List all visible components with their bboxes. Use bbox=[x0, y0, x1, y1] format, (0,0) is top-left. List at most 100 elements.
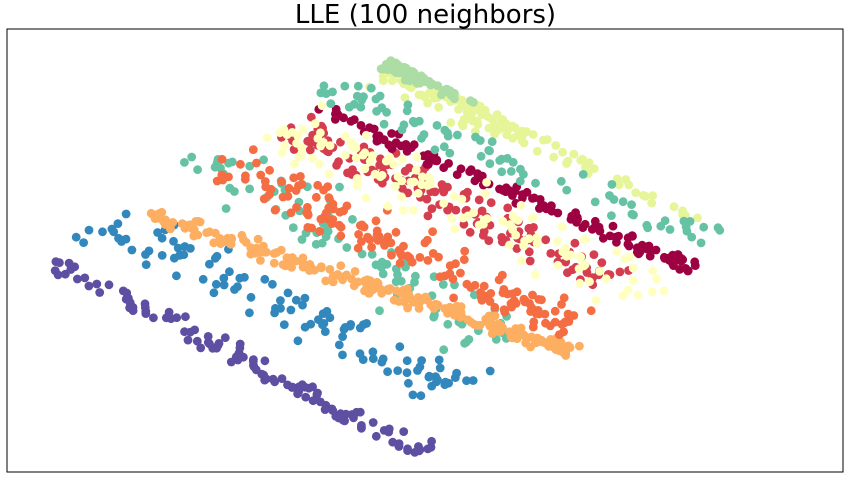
scatter-point-blue-184 bbox=[402, 356, 412, 366]
scatter-point-pale-yellow-1084 bbox=[316, 141, 325, 151]
scatter-point-dark-purple-117 bbox=[394, 442, 404, 451]
scatter-point-dark-purple-96 bbox=[316, 397, 325, 407]
scatter-point-dark-purple-51 bbox=[233, 355, 243, 365]
scatter-point-pale-yellow-1076 bbox=[352, 174, 362, 183]
scatter-point-red-818 bbox=[437, 180, 447, 189]
scatter-point-pale-yellow-1059 bbox=[532, 239, 542, 248]
scatter-point-pale-yellow-992 bbox=[516, 200, 526, 210]
scatter-point-teal-upper-1365 bbox=[471, 132, 480, 142]
scatter-point-orange-652 bbox=[296, 172, 305, 181]
scatter-point-orange-674 bbox=[563, 309, 573, 319]
scatter-point-teal-301 bbox=[245, 184, 255, 194]
scatter-point-dark-purple-21 bbox=[181, 312, 190, 322]
scatter-point-light-orange-469 bbox=[278, 260, 288, 269]
scatter-point-crimson-933 bbox=[406, 143, 416, 153]
scatter-point-crimson-925 bbox=[690, 257, 700, 267]
scatter-point-pale-yellow-1103 bbox=[279, 125, 289, 135]
scatter-point-red-718 bbox=[524, 247, 534, 257]
scatter-point-dark-purple-69 bbox=[249, 362, 259, 372]
scatter-point-blue-226 bbox=[180, 242, 190, 251]
scatter-point-orange-672 bbox=[292, 202, 301, 212]
scatter-point-light-orange-508 bbox=[227, 234, 237, 244]
scatter-point-dark-purple-91 bbox=[277, 374, 287, 383]
scatter-point-pale-yellow-1027 bbox=[623, 285, 633, 295]
scatter-point-teal-300 bbox=[297, 235, 307, 244]
scatter-point-orange-687 bbox=[490, 302, 500, 312]
scatter-point-blue-123 bbox=[338, 350, 347, 360]
scatter-point-red-774 bbox=[397, 183, 407, 193]
scatter-point-pale-yellow-1106 bbox=[383, 201, 393, 211]
scatter-point-teal-282 bbox=[375, 306, 384, 316]
scatter-point-teal-upper-1384 bbox=[506, 167, 516, 176]
scatter-point-red-806 bbox=[589, 250, 599, 259]
scatter-point-light-orange-513 bbox=[556, 338, 566, 348]
scatter-point-orange-634 bbox=[540, 309, 550, 319]
scatter-point-dark-purple-105 bbox=[410, 448, 420, 457]
scatter-point-orange-569 bbox=[479, 281, 489, 291]
scatter-point-yellow-green-1173 bbox=[454, 105, 463, 114]
scatter-point-dark-purple-118 bbox=[64, 258, 74, 268]
scatter-point-teal-upper-1411 bbox=[399, 120, 409, 130]
scatter-point-teal-upper-1406 bbox=[497, 154, 506, 164]
scatter-point-light-orange-523 bbox=[259, 241, 268, 251]
scatter-point-light-orange-520 bbox=[521, 338, 531, 348]
scatter-point-orange-563 bbox=[324, 193, 334, 203]
scatter-point-teal-270 bbox=[396, 276, 406, 286]
scatter-point-pale-yellow-1032 bbox=[529, 212, 538, 222]
scatter-point-blue-206 bbox=[383, 367, 392, 376]
scatter-point-orange-626 bbox=[533, 306, 543, 315]
scatter-point-blue-178 bbox=[219, 273, 229, 283]
scatter-point-dark-purple-11 bbox=[149, 313, 158, 323]
scatter-point-yellow-green-1223 bbox=[472, 116, 482, 126]
scatter-point-teal-254 bbox=[438, 280, 448, 289]
scatter-point-light-orange-525 bbox=[372, 277, 382, 287]
scatter-point-teal-288 bbox=[321, 228, 331, 238]
scatter-point-red-812 bbox=[451, 205, 461, 215]
scatter-point-pale-yellow-1101 bbox=[393, 172, 403, 182]
scatter-point-teal-upper-1382 bbox=[578, 170, 588, 179]
scatter-point-green-1334 bbox=[392, 59, 402, 69]
scatter-point-green-1331 bbox=[441, 86, 450, 96]
scatter-point-teal-277 bbox=[230, 187, 239, 196]
scatter-point-yellow-green-1208 bbox=[581, 162, 590, 172]
scatter-point-orange-594 bbox=[313, 180, 323, 190]
scatter-point-crimson-890 bbox=[571, 208, 580, 218]
scatter-point-orange-669 bbox=[319, 185, 328, 195]
scatter-point-yellow-green-1235 bbox=[562, 159, 571, 168]
scatter-point-pale-yellow-1086 bbox=[479, 219, 488, 229]
scatter-point-light-orange-537 bbox=[256, 256, 265, 265]
scatter-point-red-808 bbox=[485, 220, 495, 230]
scatter-point-teal-upper-1370 bbox=[443, 128, 452, 138]
scatter-point-dark-purple-100 bbox=[55, 258, 64, 268]
scatter-point-blue-168 bbox=[209, 288, 219, 298]
scatter-point-red-817 bbox=[497, 233, 507, 242]
scatter-point-pale-yellow-1002 bbox=[557, 222, 567, 232]
scatter-point-red-824 bbox=[306, 112, 316, 122]
scatter-point-teal-upper-1402 bbox=[713, 223, 723, 233]
scatter-point-orange-565 bbox=[445, 261, 455, 271]
scatter-point-green-1328 bbox=[400, 75, 410, 85]
scatter-point-teal-upper-1377 bbox=[445, 148, 455, 158]
scatter-point-yellow-green-1182 bbox=[542, 135, 552, 144]
scatter-point-yellow-green-1195 bbox=[631, 188, 641, 198]
scatter-point-teal-290 bbox=[216, 163, 225, 173]
scatter-point-blue-165 bbox=[230, 285, 239, 294]
scatter-point-orange-698 bbox=[435, 272, 445, 282]
scatter-point-light-orange-430 bbox=[298, 253, 308, 263]
scatter-point-teal-upper-1342 bbox=[590, 197, 600, 207]
scatter-point-blue-155 bbox=[368, 347, 378, 357]
scatter-point-orange-595 bbox=[311, 192, 321, 202]
scatter-point-teal-upper-1366 bbox=[607, 211, 616, 221]
scatter-point-light-orange-510 bbox=[537, 335, 546, 345]
scatter-point-teal-upper-1373 bbox=[356, 102, 366, 112]
scatter-point-pale-yellow-1046 bbox=[293, 131, 303, 141]
scatter-point-pale-yellow-994 bbox=[361, 130, 371, 140]
scatter-point-orange-607 bbox=[270, 205, 280, 215]
scatter-point-orange-602 bbox=[485, 297, 495, 306]
scatter-point-teal-upper-1349 bbox=[321, 89, 331, 98]
scatter-point-orange-651 bbox=[372, 226, 382, 236]
scatter-point-dark-purple-97 bbox=[226, 357, 236, 367]
scatter-point-pale-yellow-1081 bbox=[647, 287, 657, 297]
scatter-point-light-orange-374 bbox=[193, 230, 203, 240]
scatter-point-pale-yellow-1012 bbox=[575, 278, 585, 288]
